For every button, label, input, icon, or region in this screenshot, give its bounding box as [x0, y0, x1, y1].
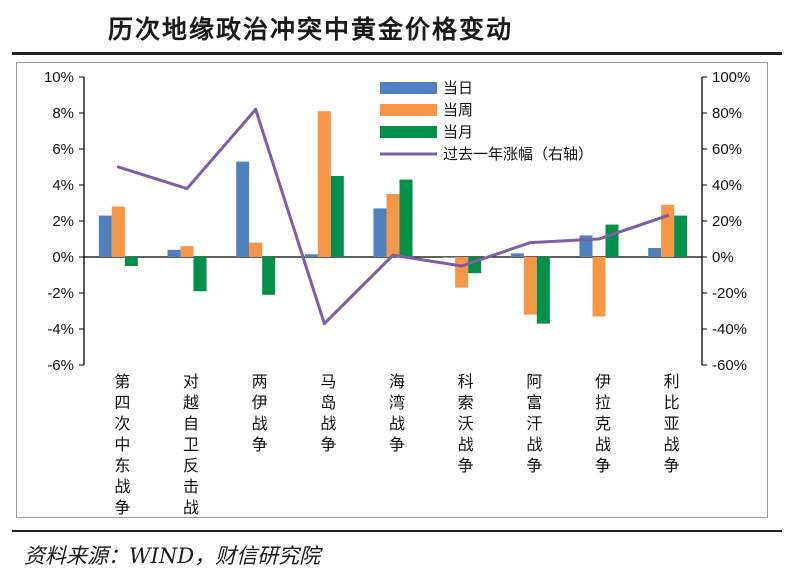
- left-tick-label: 2%: [52, 213, 74, 230]
- left-tick-label: -2%: [47, 285, 74, 302]
- category-label: 利比亚战争: [664, 372, 680, 475]
- bar-day: [648, 248, 662, 257]
- line-point: [528, 241, 532, 245]
- left-tick-label: 6%: [52, 141, 74, 158]
- source-note: 资料来源：WIND，财信研究院: [24, 544, 321, 568]
- bar-day: [373, 208, 387, 257]
- category-label: 对越自卫反击战: [183, 372, 199, 517]
- bar-day: [304, 254, 318, 257]
- right-tick-label: -60%: [712, 357, 747, 374]
- category-label: 马岛战争: [320, 372, 336, 454]
- bar-week: [523, 257, 537, 315]
- bar-month: [536, 257, 550, 324]
- right-tick-label: 40%: [712, 177, 742, 194]
- bar-month: [674, 215, 688, 257]
- right-tick-label: 80%: [712, 105, 742, 122]
- bar-month: [124, 257, 138, 266]
- bar-month: [262, 257, 276, 295]
- line-point: [391, 253, 395, 257]
- legend-label: 当日: [443, 79, 473, 97]
- line-point: [185, 187, 189, 191]
- right-tick-label: -20%: [712, 285, 747, 302]
- line-point: [254, 107, 258, 111]
- left-tick-label: 8%: [52, 105, 74, 122]
- category-label: 伊拉克战争: [595, 372, 611, 475]
- bar-day: [167, 249, 181, 257]
- category-label: 两伊战争: [252, 372, 268, 454]
- chart-title: 历次地缘政治冲突中黄金价格变动: [108, 15, 514, 44]
- legend-label: 过去一年涨幅（右轴）: [443, 145, 593, 163]
- left-tick-label: 0%: [52, 249, 74, 266]
- bar-day: [236, 161, 250, 257]
- bar-week: [317, 111, 331, 257]
- left-tick-label: -6%: [47, 357, 74, 374]
- left-tick-label: 10%: [44, 69, 74, 86]
- source-divider: [12, 530, 782, 532]
- legend-swatch-month: [380, 126, 437, 138]
- bar-day: [98, 215, 112, 257]
- bar-line-chart: -6% -4% -2% 0% 2% 4% 6% 8% 10% -60% -40% -20% 0% 20% 4…: [44, 69, 750, 517]
- right-tick-label: 20%: [712, 213, 742, 230]
- line-point: [597, 237, 601, 241]
- legend-label: 当月: [443, 123, 473, 141]
- chart-frame: -6% -4% -2% 0% 2% 4% 6% 8% 10% -60% -40% -20% 0% 20% 4…: [16, 62, 768, 518]
- line-point: [460, 264, 464, 268]
- bar-day: [442, 257, 456, 258]
- bar-month: [399, 179, 413, 257]
- right-tick-label: 60%: [712, 141, 742, 158]
- bar-month: [330, 176, 344, 257]
- legend-label: 当周: [443, 101, 473, 119]
- left-tick-label: 4%: [52, 177, 74, 194]
- left-tick-label: -4%: [47, 321, 74, 338]
- bar-day: [510, 253, 524, 257]
- bar-month: [605, 224, 619, 257]
- bar-week: [111, 206, 125, 257]
- category-label: 阿富汗战争: [526, 372, 542, 475]
- title-divider: [12, 52, 782, 55]
- legend-swatch-day: [380, 82, 437, 94]
- bar-week: [661, 204, 675, 257]
- bar-week: [249, 242, 263, 257]
- bar-week: [592, 257, 606, 317]
- line-point: [116, 165, 120, 169]
- bar-month: [193, 257, 207, 292]
- bar-week: [455, 257, 469, 288]
- category-label: 海湾战争: [389, 372, 405, 454]
- line-point: [666, 214, 670, 218]
- legend-swatch-week: [380, 104, 437, 116]
- line-point: [322, 322, 326, 326]
- right-tick-label: 100%: [712, 69, 750, 86]
- right-tick-label: 0%: [712, 249, 734, 266]
- bar-week: [180, 246, 194, 257]
- category-label: 第四次中东战争: [114, 372, 130, 517]
- right-tick-label: -40%: [712, 321, 747, 338]
- bar-week: [386, 194, 400, 257]
- category-label: 科索沃战争: [458, 372, 474, 475]
